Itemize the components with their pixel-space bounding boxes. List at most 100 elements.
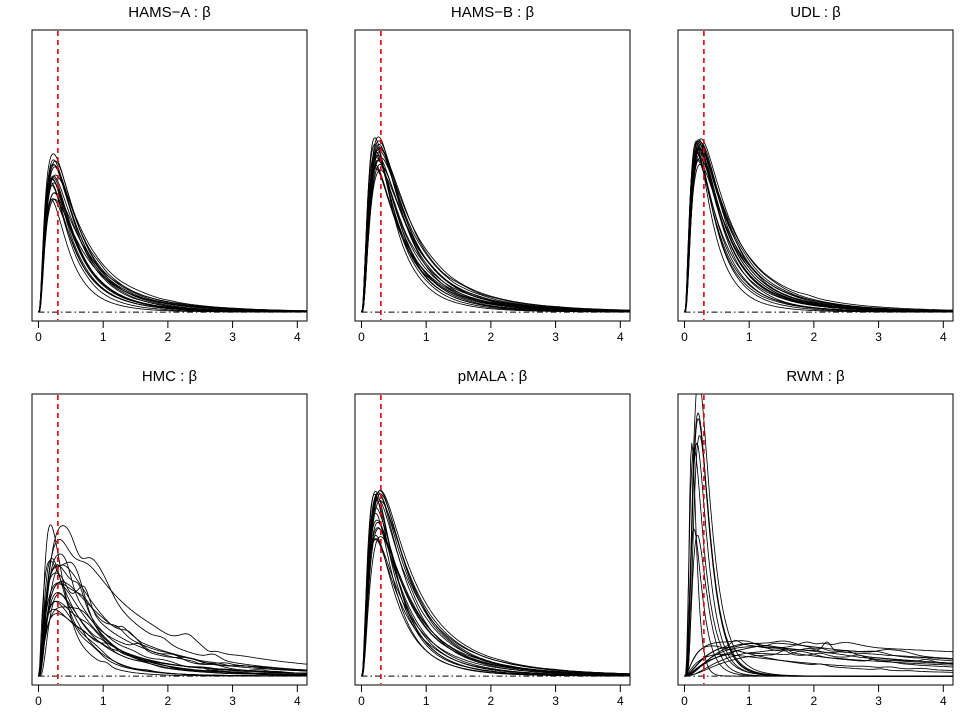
x-tick-label: 2	[488, 330, 495, 344]
x-tick-label: 1	[423, 694, 430, 708]
density-line	[361, 512, 630, 677]
density-line	[684, 140, 953, 313]
density-line	[38, 560, 307, 677]
density-curves	[684, 138, 953, 313]
plot-frame	[31, 393, 308, 686]
x-tick-label: 1	[100, 330, 107, 344]
density-line	[684, 142, 953, 313]
density-line	[38, 553, 307, 677]
density-line	[38, 593, 307, 677]
panel-title: HAMS−A : β	[128, 4, 211, 21]
density-curves	[38, 524, 307, 677]
x-tick-label: 0	[681, 694, 688, 708]
x-tick-label: 3	[875, 330, 882, 344]
panel-1: HAMS−A : β 0 1 2 3 4	[31, 4, 308, 344]
density-line	[684, 645, 953, 676]
density-line	[38, 572, 307, 677]
density-line	[361, 155, 630, 313]
density-line	[684, 650, 953, 676]
density-line	[38, 592, 307, 677]
x-tick-label: 1	[100, 694, 107, 708]
density-line	[361, 498, 630, 677]
panel-title: HAMS−B : β	[451, 4, 535, 21]
x-tick-label: 4	[294, 694, 301, 708]
x-tick-label: 2	[165, 694, 172, 708]
panel-title: UDL : β	[790, 4, 841, 21]
x-tick-label: 4	[940, 330, 947, 344]
density-line	[684, 412, 953, 677]
x-tick-label: 0	[358, 330, 365, 344]
x-tick-label: 2	[488, 694, 495, 708]
density-line	[361, 500, 630, 677]
density-line	[38, 192, 307, 313]
density-line	[361, 493, 630, 677]
x-tick-label: 4	[940, 694, 947, 708]
density-line	[38, 198, 307, 313]
density-curves	[38, 153, 307, 313]
x-tick-label: 2	[811, 694, 818, 708]
panel-3: UDL : β 0 1 2 3 4	[677, 4, 954, 344]
density-line	[361, 167, 630, 313]
density-line	[684, 157, 953, 313]
density-line	[684, 435, 953, 677]
density-line	[38, 199, 307, 313]
x-tick-label: 0	[35, 330, 42, 344]
density-line	[684, 641, 953, 676]
x-tick-label: 3	[552, 694, 559, 708]
density-line	[38, 175, 307, 313]
x-tick-label: 2	[165, 330, 172, 344]
density-line	[684, 442, 953, 677]
density-line	[684, 641, 953, 677]
density-line	[361, 527, 630, 677]
x-tick-label: 3	[229, 330, 236, 344]
density-line	[38, 539, 307, 677]
x-tick-label: 1	[746, 694, 753, 708]
density-curves	[361, 489, 630, 677]
panel-4: HMC : β 0 1 2 3 4	[31, 368, 308, 708]
plot-frame	[677, 29, 954, 322]
plot-frame	[31, 29, 308, 322]
density-line	[684, 142, 953, 313]
panel-6: RWM : β 0 1 2 3 4	[677, 368, 954, 708]
x-tick-label: 3	[875, 694, 882, 708]
plot-frame	[354, 393, 631, 686]
x-tick-label: 1	[746, 330, 753, 344]
density-line	[38, 583, 307, 677]
density-line	[361, 539, 630, 677]
x-tick-label: 4	[294, 330, 301, 344]
density-line	[361, 507, 630, 677]
density-line	[361, 528, 630, 677]
density-line	[684, 140, 953, 313]
density-line	[38, 192, 307, 313]
density-line	[361, 163, 630, 313]
density-line	[684, 148, 953, 313]
density-line	[38, 164, 307, 313]
density-line	[684, 640, 953, 677]
density-line	[684, 650, 953, 676]
density-line	[361, 148, 630, 313]
density-line	[361, 489, 630, 677]
density-line	[684, 640, 953, 677]
density-line	[38, 174, 307, 313]
density-line	[38, 608, 307, 677]
x-tick-label: 3	[552, 330, 559, 344]
panel-2: HAMS−B : β 0 1 2 3 4	[354, 4, 631, 344]
density-line	[361, 157, 630, 313]
density-curves	[684, 394, 953, 677]
density-line	[38, 525, 307, 677]
panel-title: RWM : β	[786, 368, 845, 385]
density-line	[38, 582, 307, 677]
density-line	[684, 146, 953, 313]
x-tick-label: 0	[35, 694, 42, 708]
x-tick-label: 0	[358, 694, 365, 708]
panel-5: pMALA : β 0 1 2 3 4	[354, 368, 631, 708]
density-line	[38, 564, 307, 677]
plot-frame	[677, 393, 954, 686]
density-line	[38, 581, 307, 677]
density-line	[361, 164, 630, 313]
density-line	[684, 152, 953, 313]
density-line	[361, 169, 630, 313]
density-line	[684, 534, 953, 677]
density-line	[684, 160, 953, 313]
